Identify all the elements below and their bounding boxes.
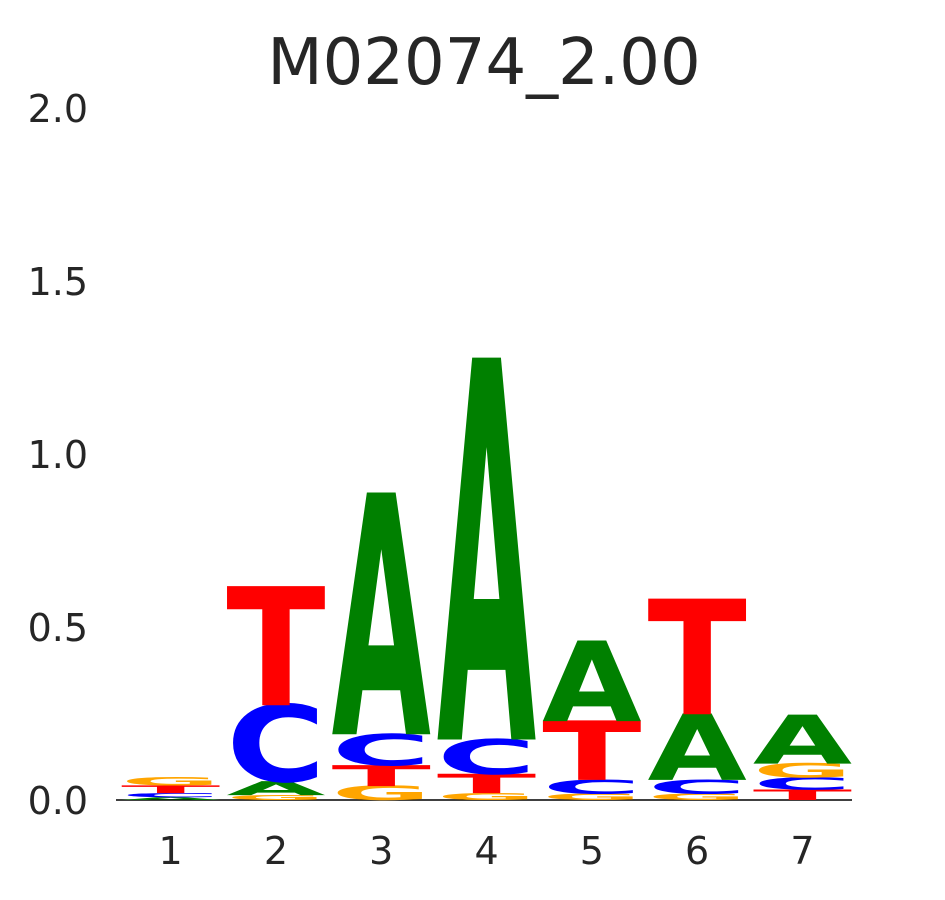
logo-letter-A: A bbox=[332, 428, 431, 813]
logo-letter-G: G bbox=[226, 794, 325, 802]
logo-letter-T: T bbox=[332, 760, 431, 794]
y-tick-label: 1.0 bbox=[28, 433, 88, 477]
logo-letter-G: G bbox=[753, 760, 852, 782]
y-axis: 0.0 0.5 1.0 1.5 2.0 bbox=[28, 87, 88, 823]
logo-letter-A: A bbox=[437, 253, 537, 863]
y-tick-label: 1.5 bbox=[28, 260, 88, 304]
logo-letter-C: C bbox=[121, 792, 220, 799]
logo-letter-A: A bbox=[121, 796, 220, 800]
y-tick-label: 0.5 bbox=[28, 606, 88, 650]
logo-letter-G: G bbox=[121, 775, 220, 788]
x-tick-label: 1 bbox=[159, 829, 183, 873]
logo-letter-C: C bbox=[226, 683, 325, 807]
logo-letter-A: A bbox=[542, 620, 642, 748]
x-tick-label: 2 bbox=[264, 829, 288, 873]
logo-letter-A: A bbox=[648, 696, 747, 802]
logo-letter-C: C bbox=[332, 725, 431, 775]
y-tick-label: 2.0 bbox=[28, 87, 88, 131]
logo-letter-T: T bbox=[648, 567, 747, 751]
logo-letter-C: C bbox=[753, 774, 852, 794]
logo-letter-A: A bbox=[226, 777, 325, 799]
x-tick-label: 5 bbox=[580, 829, 604, 873]
logo-letter-T: T bbox=[437, 769, 536, 800]
logo-letter-C: C bbox=[542, 776, 641, 798]
logo-letter-A: A bbox=[753, 702, 852, 780]
logo-letter-T: T bbox=[753, 787, 852, 804]
logo-letter-G: G bbox=[542, 792, 641, 802]
chart-title: M02074_2.00 bbox=[267, 26, 700, 100]
logo-letter-G: G bbox=[648, 792, 747, 802]
x-tick-label: 4 bbox=[474, 829, 498, 873]
logo-letter-C: C bbox=[647, 776, 746, 798]
x-tick-label: 7 bbox=[790, 829, 814, 873]
x-axis: 1 2 3 4 5 6 7 bbox=[159, 829, 815, 873]
x-tick-label: 3 bbox=[369, 829, 393, 873]
logo-letter-T: T bbox=[226, 554, 325, 744]
logo-letter-C: C bbox=[437, 730, 536, 786]
logo-letter-T: T bbox=[542, 704, 641, 800]
logo-letter-T: T bbox=[121, 783, 220, 795]
logo-letter-G: G bbox=[332, 782, 431, 804]
y-tick-label: 0.0 bbox=[28, 779, 88, 823]
logo-letter-G: G bbox=[437, 791, 536, 802]
x-tick-label: 6 bbox=[685, 829, 709, 873]
